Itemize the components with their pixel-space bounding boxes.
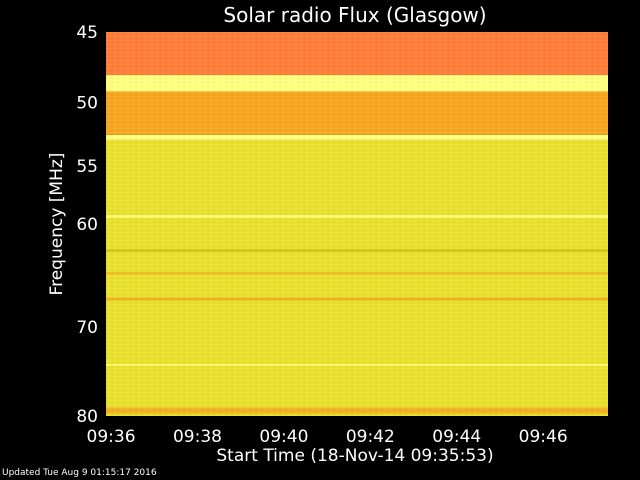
x-tick-label: 09:36 — [87, 427, 136, 447]
y-tick-labels: 45 50 55 60 70 80 — [76, 23, 98, 427]
y-axis-label: Frequency [MHz] — [47, 153, 67, 296]
footer-updated-text: Updated Tue Aug 9 01:15:17 2016 — [2, 468, 157, 478]
x-tick-label: 09:44 — [432, 427, 481, 447]
y-tick-label: 70 — [76, 318, 98, 338]
x-tick-labels: 09:36 09:38 09:40 09:42 09:44 09:46 — [87, 427, 568, 447]
x-tick-label: 09:40 — [259, 427, 308, 447]
y-tick-label: 50 — [76, 93, 98, 113]
y-tick-label: 45 — [76, 23, 98, 43]
x-tick-label: 09:42 — [346, 427, 395, 447]
noise-overlay — [106, 32, 608, 416]
x-tick-label: 09:46 — [519, 427, 568, 447]
y-tick-label: 60 — [76, 215, 98, 235]
y-tick-label: 55 — [76, 157, 98, 177]
x-tick-label: 09:38 — [173, 427, 222, 447]
x-axis-label: Start Time (18-Nov-14 09:35:53) — [216, 446, 493, 466]
chart-title: Solar radio Flux (Glasgow) — [223, 3, 486, 27]
y-tick-label: 80 — [76, 407, 98, 427]
